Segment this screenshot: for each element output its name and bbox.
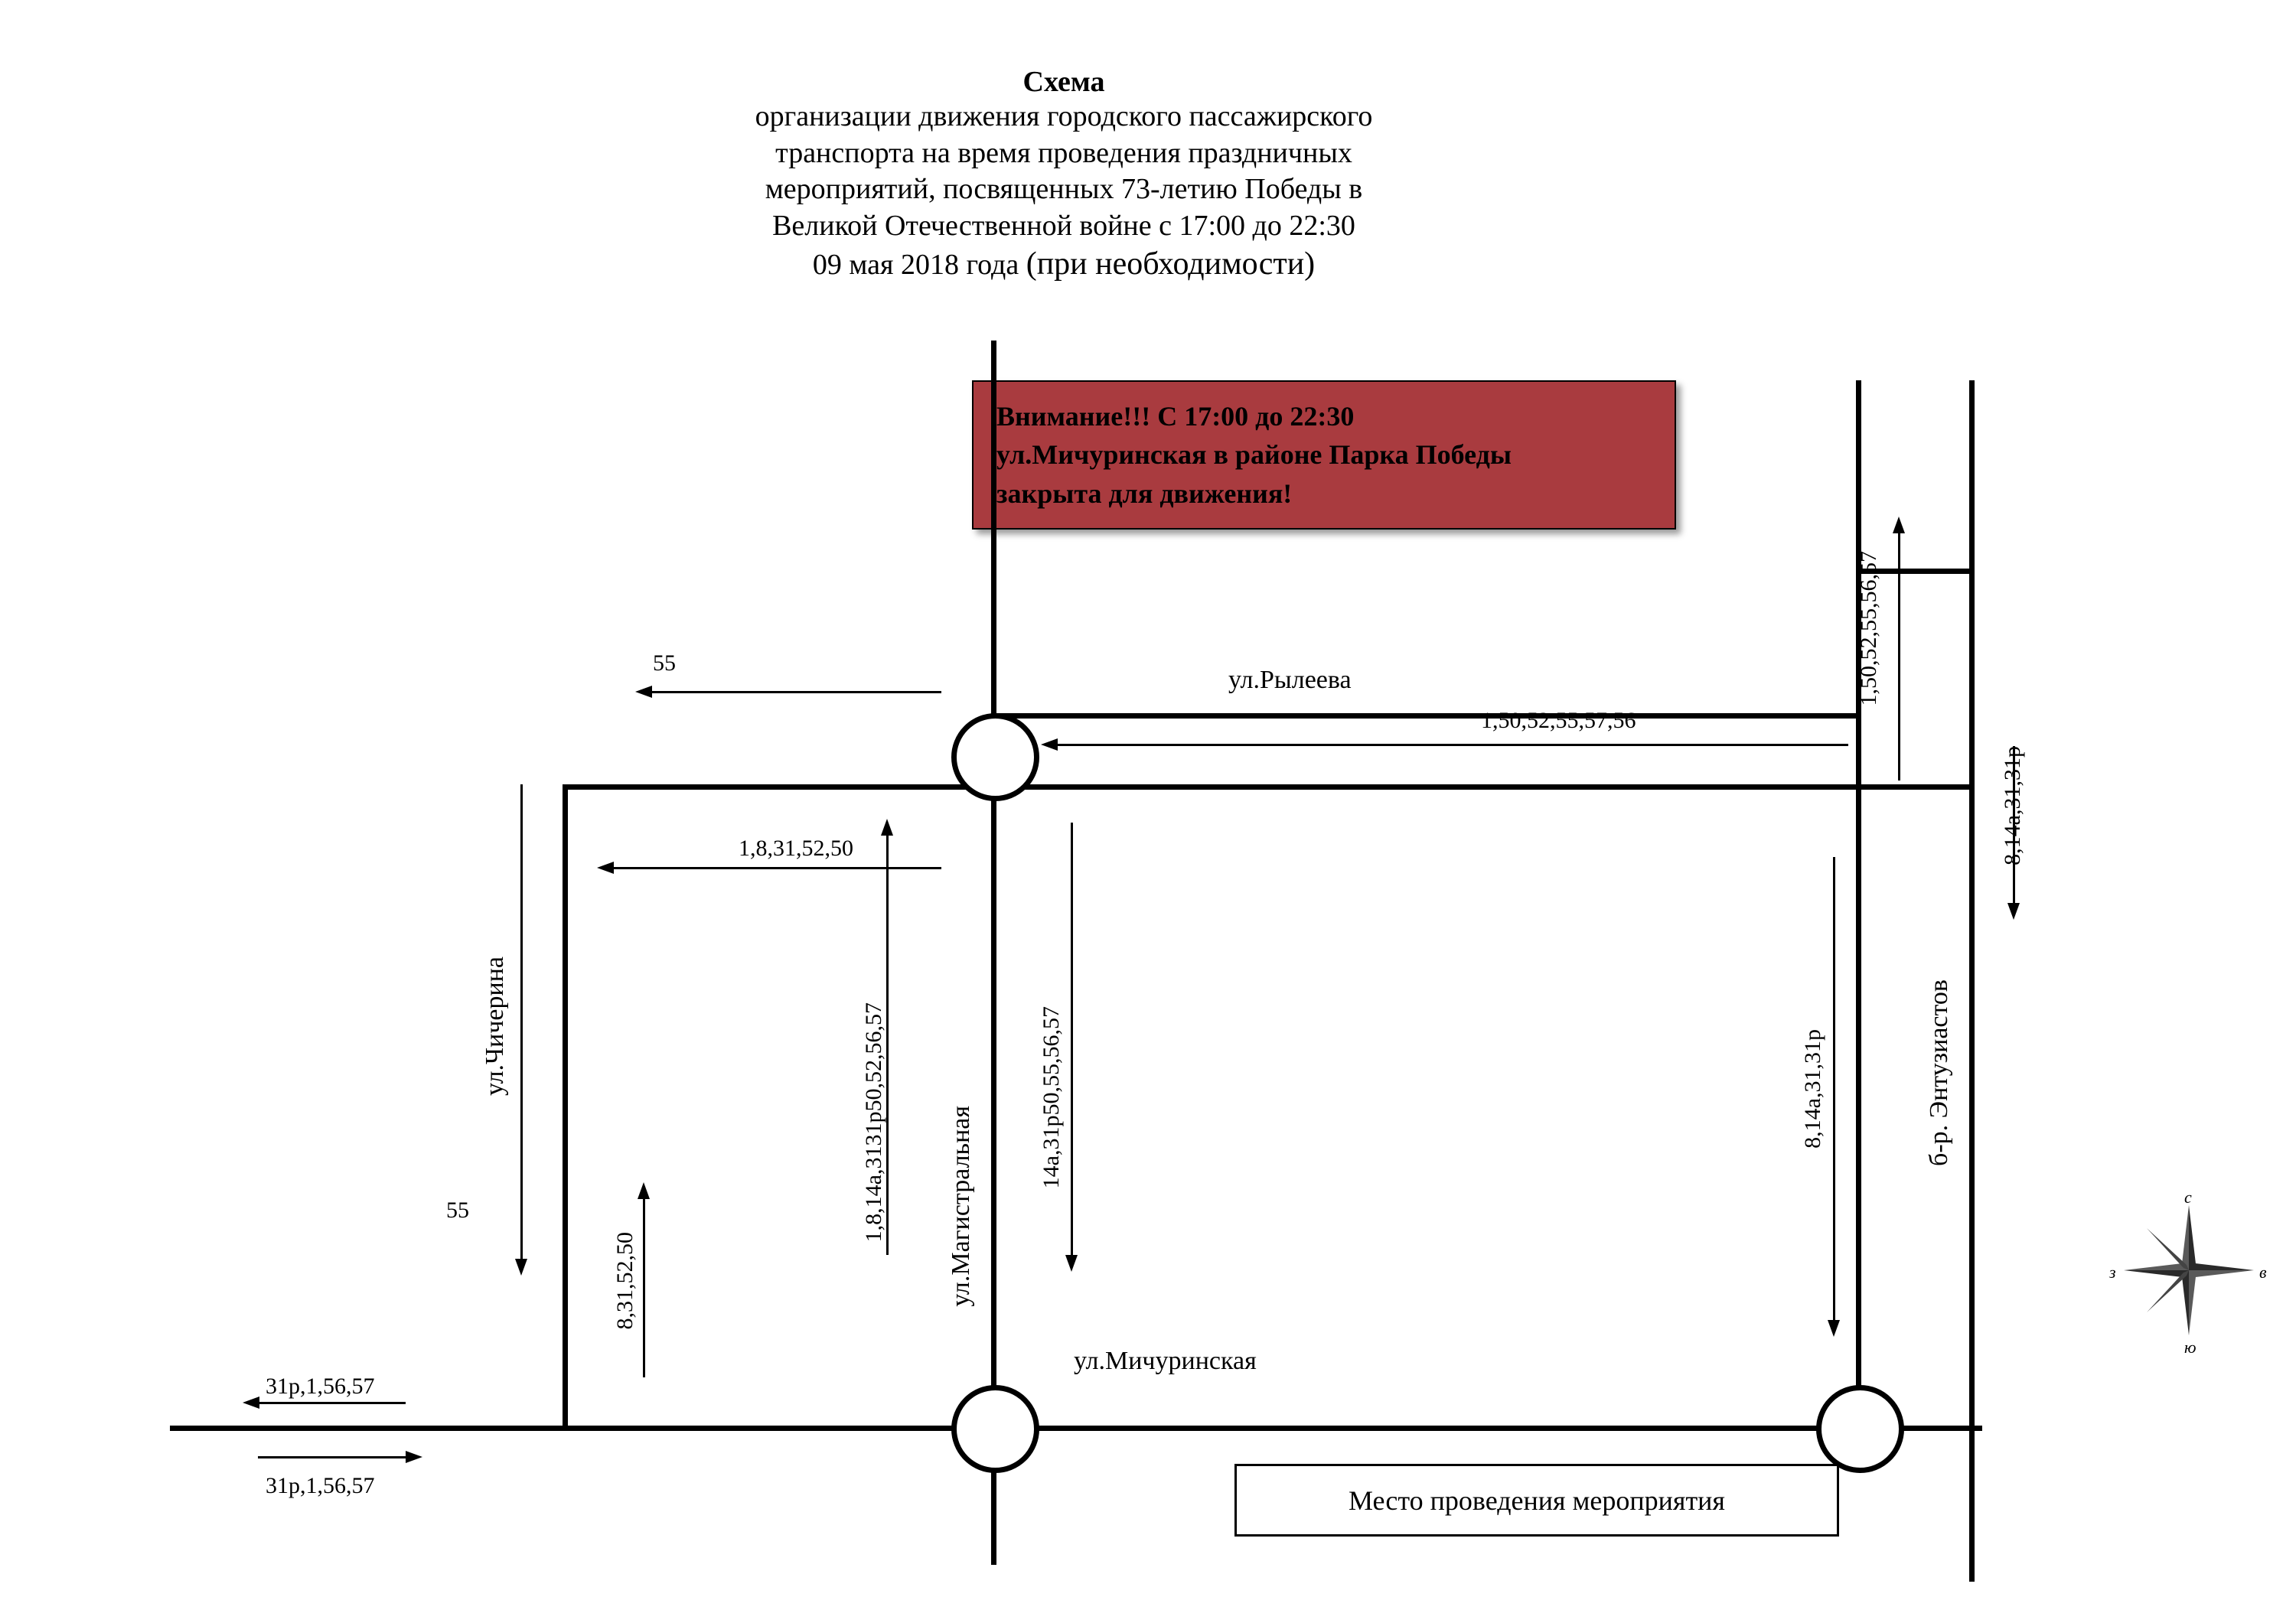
road-ryleeva-bottom — [563, 784, 1856, 790]
compass-n: с — [2184, 1188, 2192, 1207]
arrow-2-head — [597, 862, 614, 874]
arrow-7-head — [1828, 1320, 1840, 1337]
alert-line2: ул.Мичуринская в районе Парка Победы — [996, 435, 1652, 474]
road-ryleeva-right-bottom — [1856, 784, 1975, 790]
street-chicherina: ул.Чичерина — [481, 957, 510, 1096]
arrow-1 — [651, 691, 941, 693]
arrow-8 — [886, 834, 889, 1255]
route-1-50-52: 1,50,52,55,57,56 — [1481, 708, 1636, 734]
event-location-box: Место проведения мероприятия — [1234, 1464, 1839, 1537]
route-8-14a-mid: 8,14а,31,31р — [1800, 1029, 1826, 1149]
compass-e: в — [2259, 1263, 2267, 1282]
arrow-11-head — [243, 1396, 259, 1409]
road-michurinskaya — [170, 1426, 1982, 1431]
arrow-4 — [520, 784, 523, 1259]
arrow-3-head — [1041, 738, 1058, 751]
alert-box: Внимание!!! С 17:00 до 22:30 ул.Мичуринс… — [972, 380, 1676, 530]
street-magistralnaya: ул.Магистральная — [947, 1106, 976, 1307]
intersection-2 — [951, 1385, 1039, 1473]
arrow-10 — [643, 1198, 645, 1377]
road-entuziastvov-lower — [1856, 784, 1861, 1431]
arrow-6 — [2013, 746, 2015, 903]
route-55-top: 55 — [653, 650, 676, 676]
arrow-6-head — [2007, 903, 2020, 920]
arrow-5-head — [1893, 517, 1905, 533]
alert-line3: закрыта для движения! — [996, 474, 1652, 513]
compass-s: ю — [2184, 1338, 2197, 1357]
arrow-11 — [258, 1402, 406, 1404]
title-line1: организации движения городского пассажир… — [605, 99, 1523, 135]
title-line5: 09 мая 2018 года (при необходимости) — [605, 244, 1523, 285]
arrow-8-head — [881, 819, 893, 836]
arrow-4-head — [515, 1259, 527, 1276]
arrow-2 — [612, 867, 941, 869]
route-1-50-52-v: 1,50,52,55,56,57 — [1856, 551, 1882, 706]
street-ryleeva: ул.Рылеева — [1228, 666, 1352, 695]
arrow-12-head — [406, 1451, 422, 1463]
alert-line1: Внимание!!! С 17:00 до 22:30 — [996, 397, 1652, 435]
street-entuziastvov: б-р. Энтузиастов — [1925, 979, 1954, 1166]
road-magistralnaya-upper — [991, 341, 996, 715]
intersection-3 — [1816, 1385, 1904, 1473]
route-31p-bottom: 31р,1,56,57 — [266, 1473, 375, 1499]
street-michurinskaya: ул.Мичуринская — [1074, 1347, 1257, 1376]
arrow-12 — [258, 1456, 406, 1458]
route-1-8-31: 1,8,31,52,50 — [739, 836, 853, 862]
arrow-7 — [1833, 857, 1835, 1320]
arrow-1-head — [635, 686, 652, 698]
route-8-31-52: 8,31,52,50 — [612, 1232, 638, 1330]
title-line2: транспорта на время проведения праздничн… — [605, 135, 1523, 172]
title-main: Схема — [605, 65, 1523, 99]
title-line3: мероприятий, посвященных 73-летию Победы… — [605, 171, 1523, 208]
title-date: 09 мая 2018 года — [813, 249, 1019, 281]
arrow-5 — [1898, 532, 1900, 781]
route-31p-top: 31р,1,56,57 — [266, 1374, 375, 1400]
compass-w: з — [2109, 1263, 2116, 1282]
title-suffix: (при необходимости) — [1026, 246, 1315, 282]
intersection-1 — [951, 713, 1039, 801]
arrow-9-head — [1065, 1255, 1078, 1272]
event-location-text: Место проведения мероприятия — [1349, 1484, 1725, 1517]
arrow-10-head — [638, 1182, 650, 1199]
title-line4: Великой Отечественной войне с 17:00 до 2… — [605, 208, 1523, 245]
arrow-9 — [1071, 823, 1073, 1255]
road-chicherina — [563, 784, 568, 1431]
road-entuziastvov-right — [1969, 380, 1975, 1582]
route-55-left: 55 — [446, 1198, 469, 1224]
road-ryleeva-top — [991, 713, 1856, 719]
arrow-3 — [1056, 744, 1848, 746]
route-14a-31p: 14а,31р50,55,56,57 — [1039, 1006, 1065, 1188]
title-block: Схема организации движения городского па… — [605, 65, 1523, 285]
compass-icon: с ю в з — [2120, 1201, 2258, 1339]
route-1-8-14a: 1,8,14а,3131р50,52,56,57 — [861, 1002, 887, 1242]
